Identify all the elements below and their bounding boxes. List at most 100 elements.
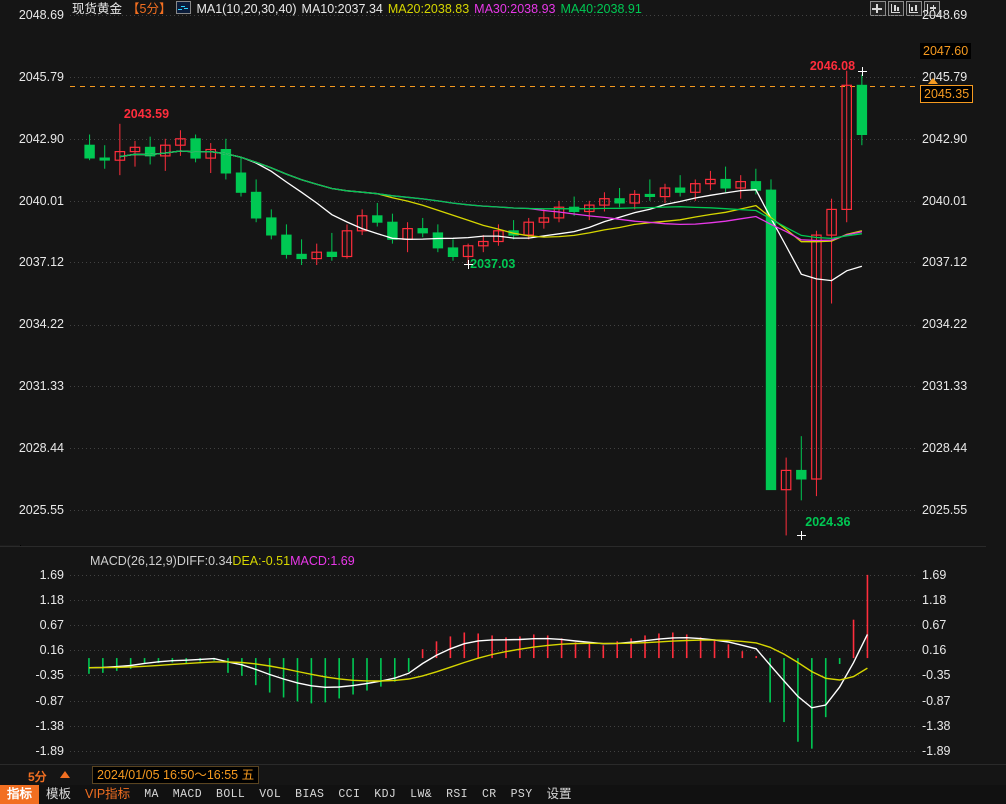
price-axis-label-left: 2031.33: [18, 379, 64, 394]
price-axis-label-left: 2037.12: [18, 255, 64, 270]
chart-right-icon[interactable]: [906, 1, 922, 16]
macd-gridline: [70, 574, 918, 576]
current-price-line: [70, 86, 918, 88]
toolbar-button-psy[interactable]: PSY: [510, 788, 533, 801]
extreme-marker-icon: [464, 260, 474, 270]
macd-plot-area[interactable]: [70, 547, 918, 769]
toolbar-button-bias[interactable]: BIAS: [295, 788, 325, 801]
macd-axis-label-left: -1.89: [35, 744, 65, 759]
macd-axis-label-right: 1.18: [922, 592, 947, 607]
ma-indicator-icon: [176, 1, 192, 14]
price-annotation: 2043.59: [123, 107, 170, 121]
toolbar-button-macd[interactable]: MACD: [172, 788, 203, 801]
ma10-value: MA10:2037.34: [301, 2, 383, 16]
toolbar-button-boll[interactable]: BOLL: [216, 788, 246, 801]
macd-gridline: [70, 726, 918, 727]
macd-axis-label-left: -0.87: [35, 693, 65, 708]
current-price-marker: [928, 78, 938, 84]
macd-gridline: [70, 625, 918, 627]
price-gridline: [70, 14, 918, 16]
chart-fit-icon[interactable]: [924, 1, 940, 16]
ma40-line: [119, 150, 862, 240]
macd-gridline: [70, 751, 918, 753]
macd-axis-label-right: -1.89: [922, 744, 951, 759]
price-axis-label-right: 2025.55: [922, 502, 968, 517]
toolbar-button-vip-indicator[interactable]: VIP指标: [85, 787, 131, 801]
macd-axis-label-right: 0.16: [922, 643, 947, 658]
price-gridline: [70, 77, 918, 78]
price-annotation: 2046.08: [809, 59, 856, 73]
price-annotation: 2037.03: [470, 257, 516, 271]
macd-gridline: [70, 650, 918, 652]
price-axis-label-left: 2042.90: [18, 131, 64, 146]
toolbar-button-rsi[interactable]: RSI: [446, 788, 468, 801]
ma20-line: [119, 150, 863, 243]
toolbar-button-kdj[interactable]: KDJ: [374, 788, 397, 801]
dea-line: [88, 639, 868, 682]
price-axis-label-left: 2025.55: [18, 502, 64, 517]
toolbar-button-settings[interactable]: 设置: [546, 787, 572, 801]
macd-gridline: [70, 700, 918, 702]
price-gridline: [70, 386, 918, 388]
price-gridline: [70, 262, 918, 264]
diff-line: [88, 634, 869, 709]
macd-series: [88, 574, 869, 749]
macd-gridline: [70, 600, 918, 601]
macd-axis-label-left: -1.38: [35, 719, 65, 733]
price-axis-label-left: 2045.79: [18, 69, 64, 84]
macd-diff-value: DIFF:0.34: [176, 554, 233, 568]
price-axis-label-right: 2042.90: [922, 131, 968, 146]
toolbar-button-ma[interactable]: MA: [144, 788, 159, 801]
price-gridline: [70, 138, 918, 140]
extreme-marker-icon: [797, 531, 807, 541]
price-gridline: [70, 324, 918, 326]
macd-macd-value: MACD:1.69: [290, 554, 355, 568]
ma20-value: MA20:2038.83: [387, 2, 470, 16]
toolbar-button-cci[interactable]: CCI: [338, 788, 361, 801]
time-bar: 5分 2024/01/05 16:50～16:55 五: [0, 764, 1006, 785]
price-annotation: 2024.36: [805, 515, 851, 529]
candlestick-series: [84, 70, 868, 536]
macd-axis-label-right: -1.38: [922, 719, 951, 733]
toolbar-button-vol[interactable]: VOL: [259, 788, 282, 801]
symbol-label: 现货黄金: [72, 2, 123, 16]
macd-axis-label-left: -0.35: [35, 668, 65, 683]
macd-axis-label-left: 1.69: [39, 567, 64, 582]
macd-chart-pane[interactable]: MACD(26,12,9)DIFF:0.34DEA:-0.51MACD:1.69…: [0, 546, 986, 769]
toolbar-button-template[interactable]: 模板: [46, 787, 72, 801]
macd-axis-label-right: 1.69: [922, 567, 947, 582]
price-axis-label-right: 2048.69: [922, 7, 968, 22]
ma-indicator-name[interactable]: MA1(10,20,30,40): [196, 2, 297, 16]
toolbar-button-indicator[interactable]: 指标: [0, 785, 40, 804]
price-axis-label-left: 2034.22: [18, 317, 64, 332]
timeframe-label[interactable]: 5分: [28, 770, 47, 784]
last-close-badge: 2047.60: [920, 43, 972, 59]
price-gridline: [70, 448, 918, 450]
macd-axis-label-left: 0.16: [39, 643, 64, 658]
price-axis-label-right: 2034.22: [922, 317, 968, 332]
price-chart-pane[interactable]: 现货黄金 【5分】 MA1(10,20,30,40) MA10:2037.34 MA20…: [0, 0, 986, 545]
price-gridline: [70, 200, 918, 202]
macd-dea-value: DEA:-0.51: [232, 554, 291, 568]
bottom-toolbar: 指标 模板 VIP指标 MA MACD BOLL VOL BIAS CCI KDJ LW& RSI CR…: [0, 785, 1006, 804]
price-chart-header: 现货黄金 【5分】 MA1(10,20,30,40) MA10:2037.34 MA20…: [72, 1, 647, 17]
current-price-badge[interactable]: 2045.35: [920, 85, 974, 103]
price-axis-label-left: 2028.44: [18, 441, 64, 456]
macd-axis-label-right: 0.67: [922, 618, 947, 633]
macd-title[interactable]: MACD(26,12,9): [90, 554, 177, 568]
price-axis-label-left: 2040.01: [18, 193, 64, 208]
price-axis-label-right: 2031.33: [922, 379, 968, 394]
toolbar-button-lwr[interactable]: LW&: [410, 788, 433, 801]
chart-left-icon[interactable]: [888, 1, 904, 16]
macd-axis-label-right: -0.35: [922, 668, 951, 683]
macd-gridline: [70, 675, 918, 677]
price-axis-label-right: 2037.12: [922, 255, 968, 270]
period-label[interactable]: 【5分】: [127, 2, 172, 16]
price-axis-label-right: 2040.01: [922, 193, 968, 208]
macd-axis-label-left: 0.67: [39, 618, 64, 633]
timeframe-arrow-icon[interactable]: [60, 771, 70, 778]
price-plot-area[interactable]: 2043.59 2037.03 2024.36 2046.08: [70, 0, 918, 545]
toolbar-button-cr[interactable]: CR: [481, 788, 497, 801]
macd-header: MACD(26,12,9)DIFF:0.34DEA:-0.51MACD:1.69: [90, 553, 355, 569]
